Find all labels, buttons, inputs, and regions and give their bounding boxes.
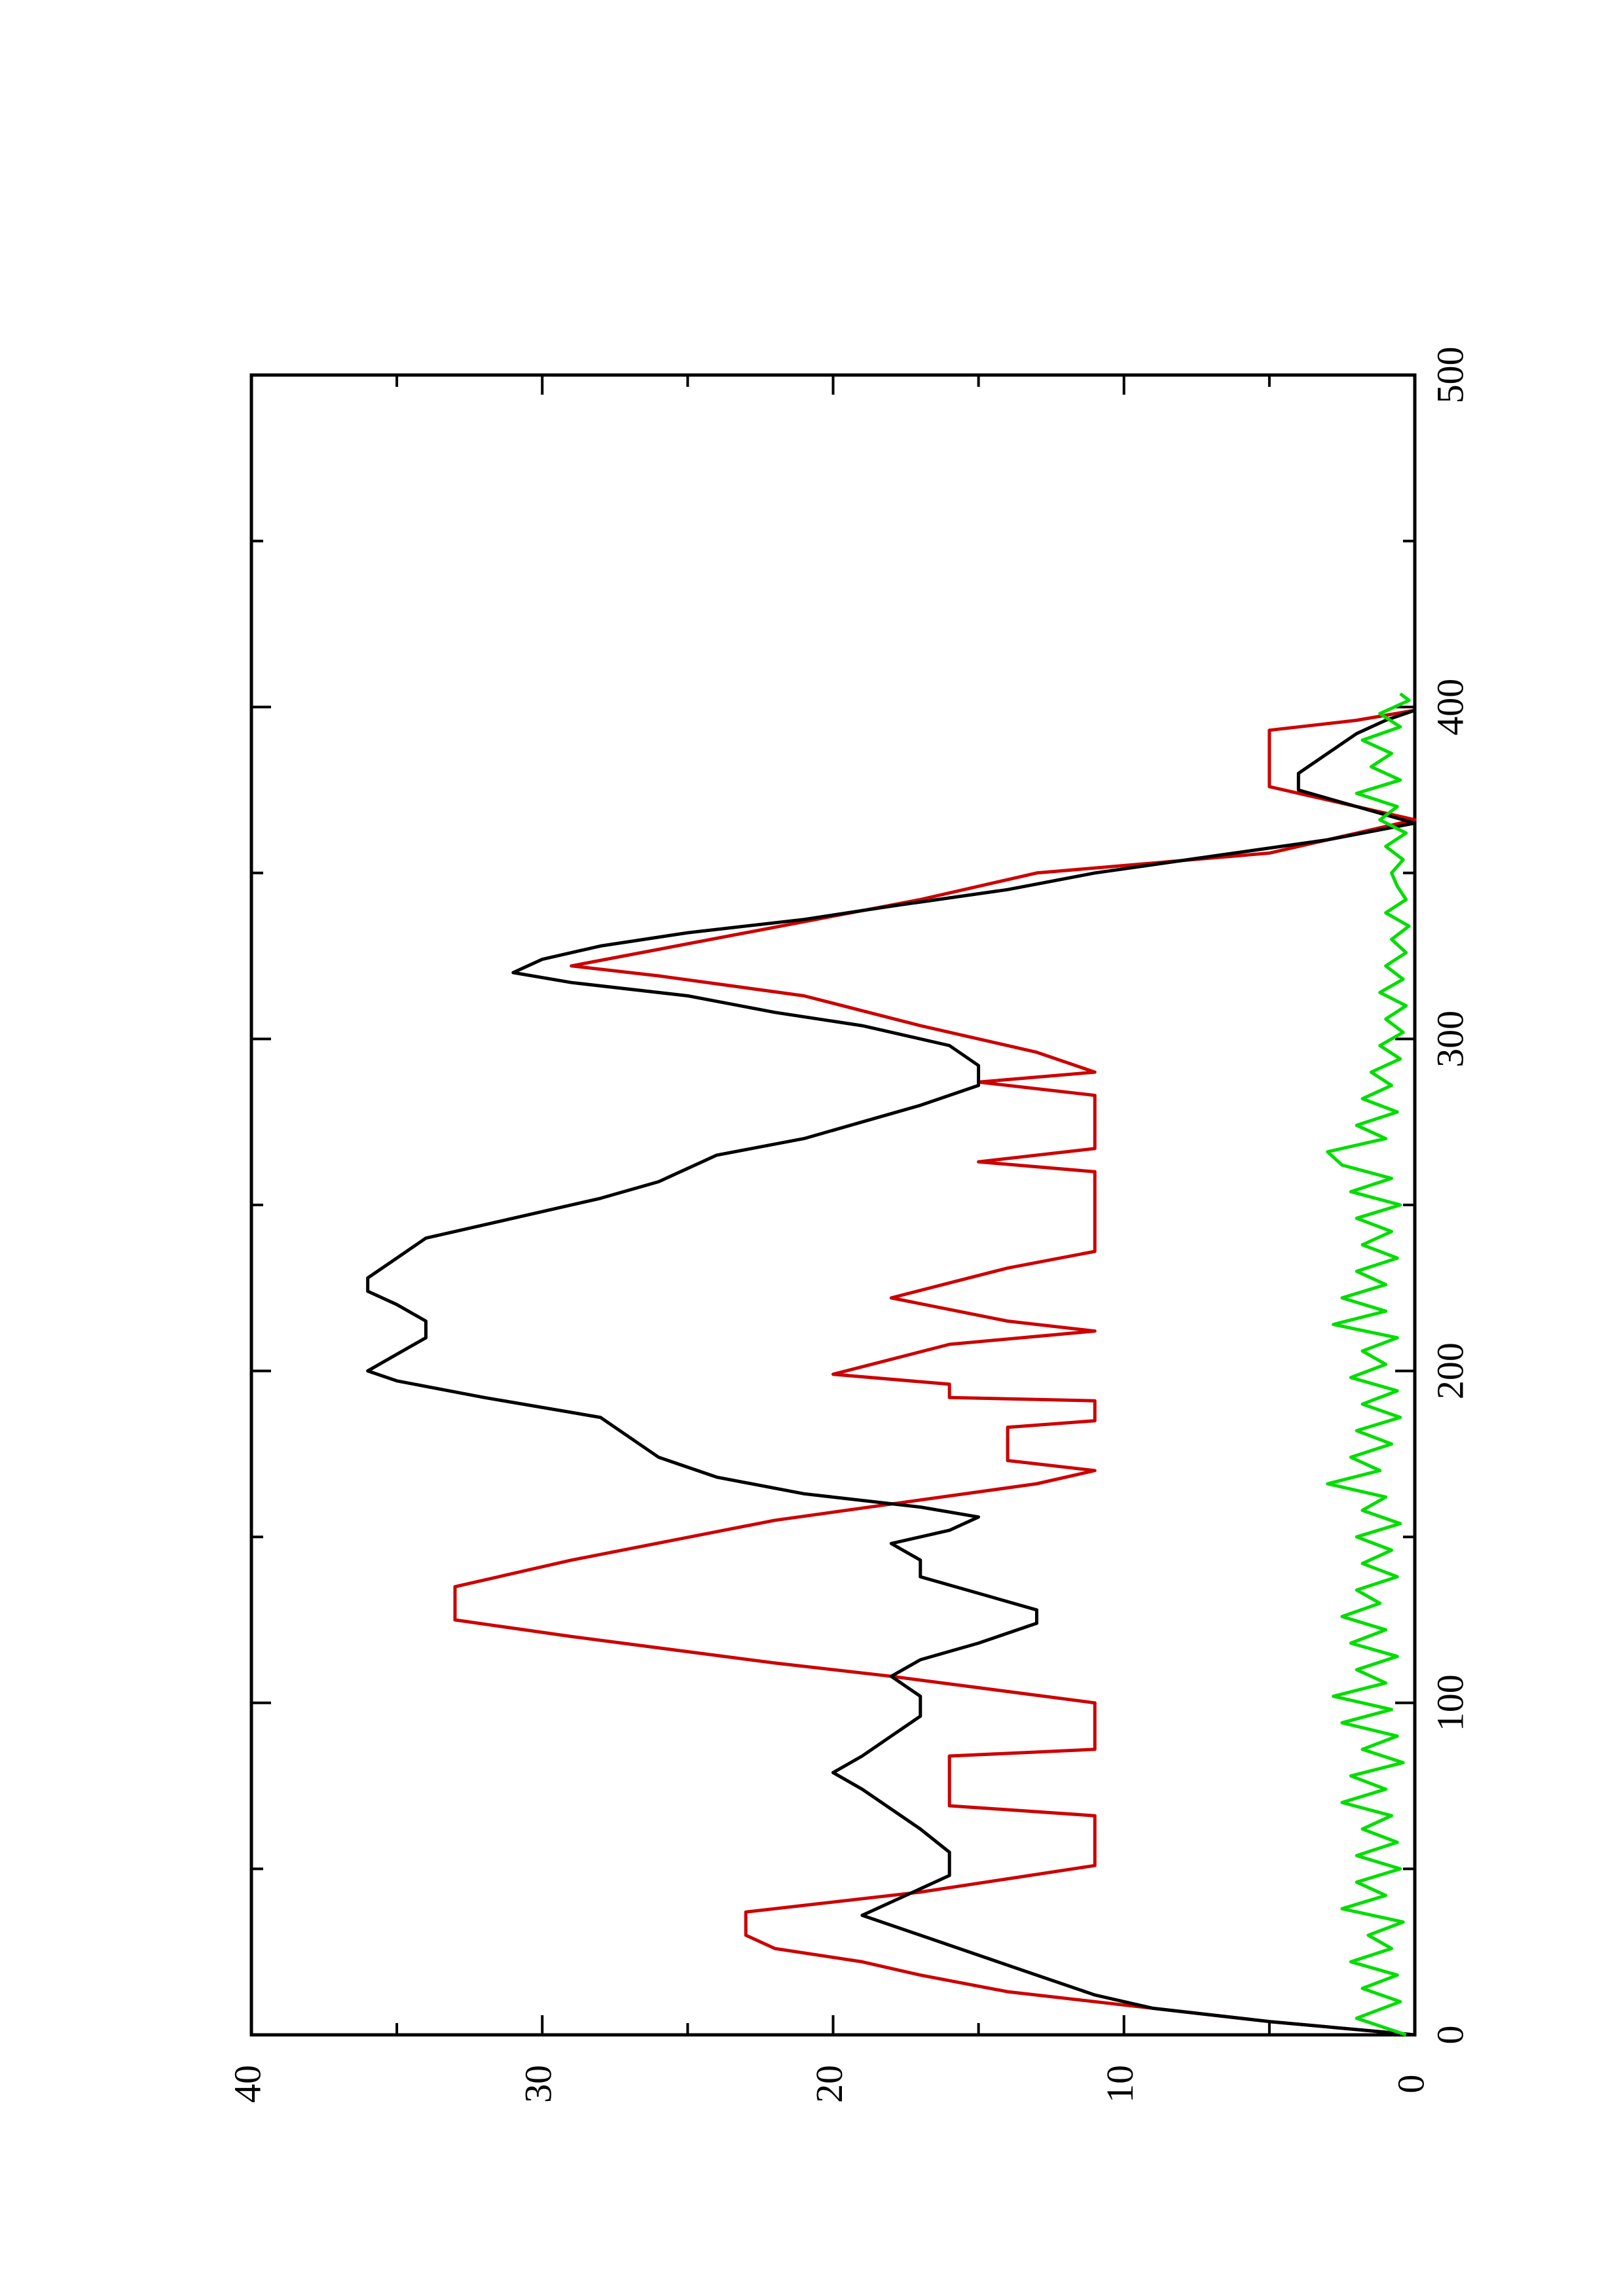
series-line-3 xyxy=(1326,692,1411,2037)
axis-tick-labels: 0 100 200 300 400 500 0 10 20 30 40 xyxy=(226,347,1471,2104)
y-tick-label: 0 xyxy=(1389,2075,1432,2094)
y-tick-label: 30 xyxy=(517,2065,560,2103)
x-tick-label: 200 xyxy=(1429,1342,1471,1399)
x-tick-label: 300 xyxy=(1429,1011,1471,1067)
x-tick-label: 0 xyxy=(1429,2026,1471,2045)
x-tick-label: 100 xyxy=(1429,1674,1471,1731)
data-series xyxy=(366,692,1417,2037)
plot-frame xyxy=(249,373,1417,2037)
series-line-2 xyxy=(366,708,1417,2037)
x-tick-label: 500 xyxy=(1429,347,1471,404)
x-tick-label: 400 xyxy=(1429,679,1471,736)
y-tick-label: 10 xyxy=(1099,2065,1141,2103)
y-tick-label: 40 xyxy=(226,2065,268,2103)
series-line-1 xyxy=(453,708,1417,2037)
y-tick-label: 20 xyxy=(808,2065,850,2103)
axis-ticks xyxy=(250,374,1416,2036)
